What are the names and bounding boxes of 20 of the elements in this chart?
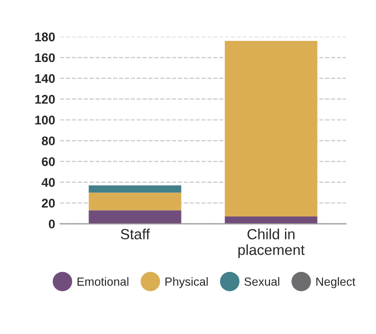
legend-label: Neglect: [316, 277, 356, 288]
y-tick-label: 160: [35, 53, 55, 62]
y-tick-label: 60: [42, 157, 55, 166]
x-tick-label: Staff: [120, 228, 150, 240]
bar: [224, 40, 318, 217]
y-tick-label: 80: [42, 136, 55, 146]
y-tick-label: 40: [42, 178, 55, 187]
bar: [88, 210, 182, 224]
legend-label: Sexual: [244, 277, 280, 286]
y-tick-label: 100: [35, 116, 55, 125]
legend-label: Emotional: [78, 277, 128, 286]
legend-label: Physical: [165, 277, 208, 288]
y-tick-label: 20: [42, 198, 55, 208]
y-tick-label: 180: [35, 32, 55, 42]
x-tick-label: Child in placement: [238, 228, 305, 258]
bar: [88, 185, 182, 193]
y-tick-label: 120: [35, 94, 55, 104]
bar: [88, 192, 182, 210]
y-tick-label: 0: [48, 220, 55, 228]
y-tick-label: 140: [35, 74, 55, 83]
